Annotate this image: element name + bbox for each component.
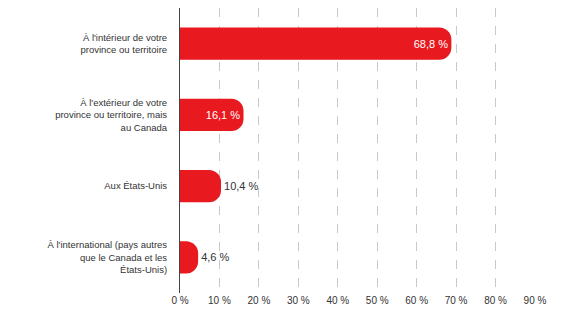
svg-text:À l'extérieur de votreprovince: À l'extérieur de votreprovince ou territ… [55,97,168,133]
svg-text:30 %: 30 % [287,295,310,306]
svg-text:20 %: 20 % [247,295,270,306]
svg-text:60 %: 60 % [405,295,428,306]
svg-text:16,1 %: 16,1 % [206,109,240,121]
svg-text:50 %: 50 % [366,295,389,306]
svg-text:68,8 %: 68,8 % [414,38,448,50]
svg-text:90 %: 90 % [524,295,547,306]
svg-text:40 %: 40 % [326,295,349,306]
svg-text:80 %: 80 % [484,295,507,306]
svg-text:10,4 %: 10,4 % [224,180,258,192]
svg-text:À l'international (pays autres: À l'international (pays autresque le Can… [48,239,168,275]
svg-text:Aux États-Unis: Aux États-Unis [104,180,167,191]
svg-text:70 %: 70 % [445,295,468,306]
svg-text:10 %: 10 % [208,295,231,306]
svg-text:0 %: 0 % [171,295,188,306]
svg-text:À l'intérieur de votreprovince: À l'intérieur de votreprovince ou territ… [80,32,167,55]
svg-text:4,6 %: 4,6 % [201,251,229,263]
